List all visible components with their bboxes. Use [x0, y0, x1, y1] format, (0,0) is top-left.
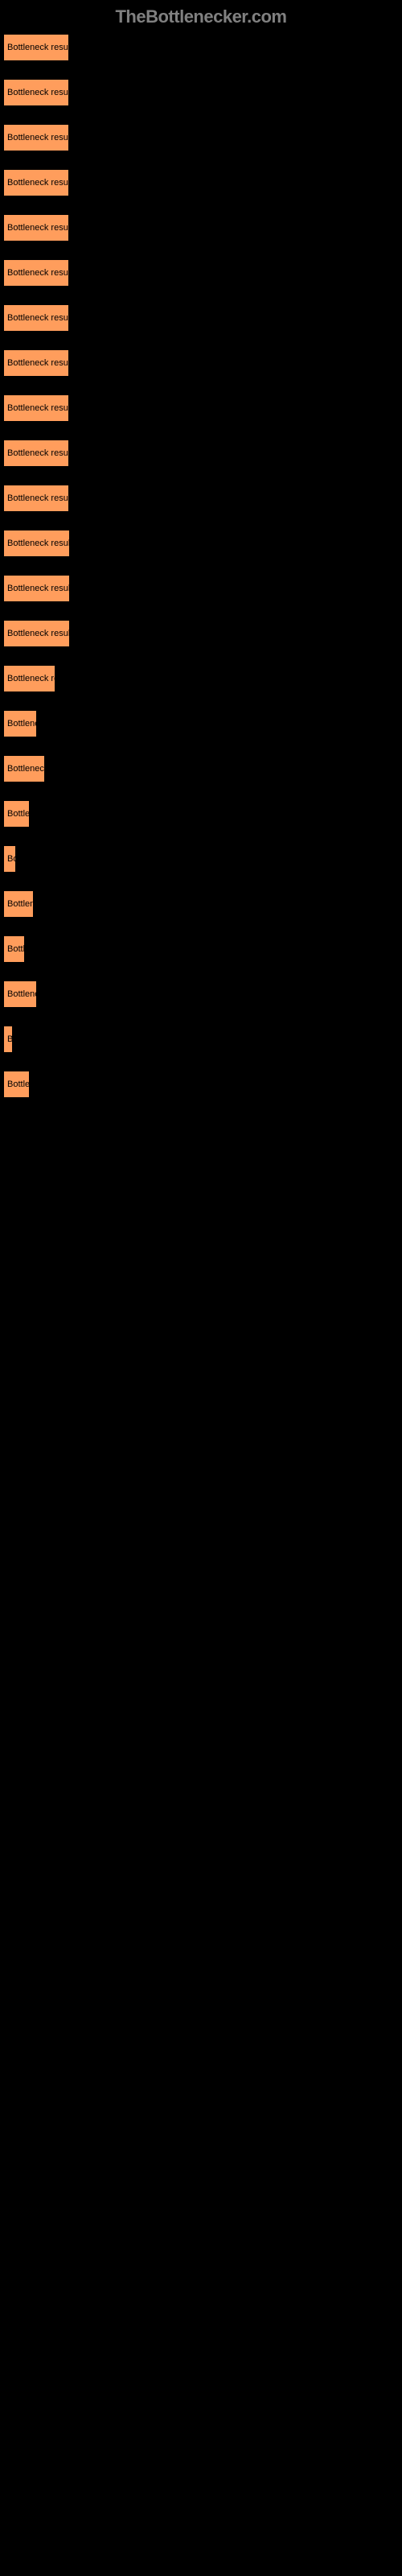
bar-row: Bottleneck result — [3, 530, 399, 557]
bar: Bottleneck result — [3, 394, 69, 422]
spacer — [0, 1116, 402, 2082]
bar-row: Bottle — [3, 800, 399, 828]
bar-row: Bottlene — [3, 710, 399, 737]
bar-row: B — [3, 1026, 399, 1053]
bar: B — [3, 1026, 13, 1053]
bar: Bottleneck result — [3, 304, 69, 332]
bar: Bottleneck result — [3, 259, 69, 287]
bar: Bottleneck result — [3, 124, 69, 151]
page-header: TheBottlenecker.com — [0, 0, 402, 34]
bar-row: Bottleneck result — [3, 620, 399, 647]
bar-row: Bottleneck result — [3, 169, 399, 196]
bar-row: Bottleneck result — [3, 575, 399, 602]
bar-row: Bottleneck re — [3, 665, 399, 692]
bar: Bottleneck result — [3, 214, 69, 242]
bar-row: Bottleneck — [3, 755, 399, 782]
bar: Bottleneck result — [3, 79, 69, 106]
bar: Bottleneck result — [3, 169, 69, 196]
bar-row: Bottleneck result — [3, 214, 399, 242]
bar: Bottle — [3, 800, 30, 828]
bar: Bottleneck result — [3, 440, 69, 467]
bar-row: Bottl — [3, 935, 399, 963]
bar-row: Bottlene — [3, 980, 399, 1008]
bar-row: Bottle — [3, 1071, 399, 1098]
bar-row: Bottleneck result — [3, 304, 399, 332]
bar: Bottlen — [3, 890, 34, 918]
bar-row: Bottleneck result — [3, 394, 399, 422]
bar: Bottle — [3, 1071, 30, 1098]
bar-row: Bottleneck result — [3, 124, 399, 151]
bar-row: Bottleneck result — [3, 349, 399, 377]
bar: Bottleneck result — [3, 485, 69, 512]
bar-row: Bottlen — [3, 890, 399, 918]
bar: Bottlene — [3, 980, 37, 1008]
bar: Bottleneck — [3, 755, 45, 782]
bar: Bottleneck result — [3, 349, 69, 377]
bar: Bottleneck re — [3, 665, 55, 692]
bar-row: Bottleneck result — [3, 79, 399, 106]
bar: Bottlene — [3, 710, 37, 737]
bar-row: Bo — [3, 845, 399, 873]
bar: Bo — [3, 845, 16, 873]
bar: Bottleneck result — [3, 34, 69, 61]
bar: Bottleneck result — [3, 530, 70, 557]
bar-chart: Bottleneck result Bottleneck result Bottle… — [0, 34, 402, 1098]
bar: Bottleneck result — [3, 575, 70, 602]
bar: Bottleneck result — [3, 620, 70, 647]
bar-row: Bottleneck result — [3, 34, 399, 61]
bar: Bottl — [3, 935, 25, 963]
bar-row: Bottleneck result — [3, 440, 399, 467]
bar-row: Bottleneck result — [3, 259, 399, 287]
bar-row: Bottleneck result — [3, 485, 399, 512]
